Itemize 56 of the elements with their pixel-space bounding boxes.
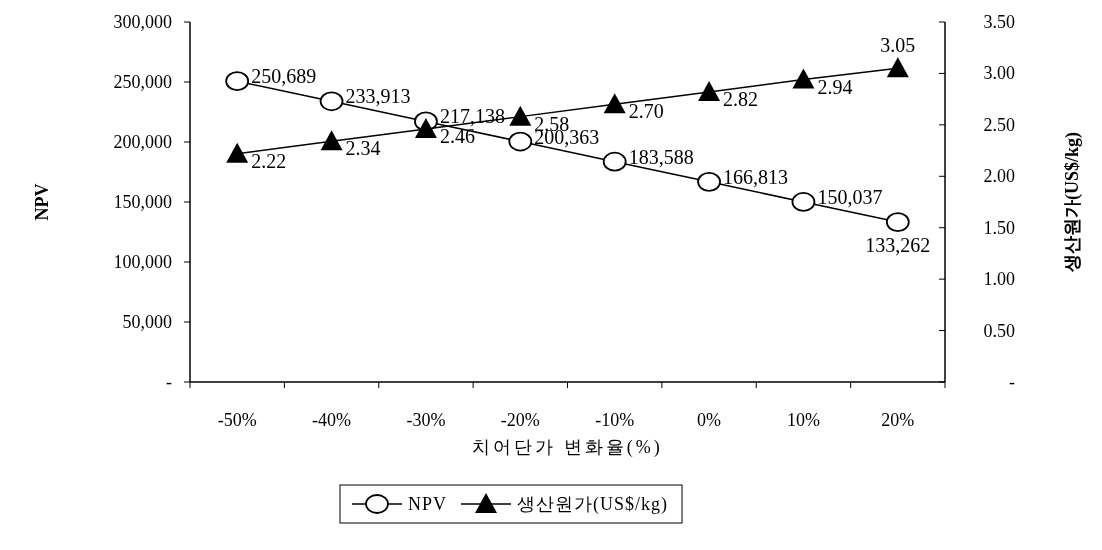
point: [509, 105, 532, 126]
y2-tick-label: 1.50: [983, 217, 1015, 238]
legend-label: 생산원가(US$/kg): [517, 494, 669, 515]
y2-tick-label: 0.50: [983, 320, 1015, 341]
x-tick-label: -30%: [406, 410, 446, 430]
data-label: 217,138: [439, 105, 505, 128]
y2-tick-label: 2.00: [983, 166, 1015, 187]
data-label: 183,588: [628, 145, 694, 168]
x-tick-label: -50%: [217, 410, 257, 430]
point: [697, 171, 721, 192]
x-tick-label: 20%: [881, 410, 915, 430]
point: [320, 130, 343, 151]
y-tick-label: 100,000: [113, 252, 172, 272]
y2-tick-label: -: [1009, 372, 1015, 392]
point: [792, 68, 815, 89]
y-tick-label: 250,000: [113, 72, 172, 92]
data-label: 2.94: [817, 75, 853, 98]
x-tick-label: 0%: [697, 410, 722, 430]
point: [602, 151, 627, 172]
y2-tick-label: 2.50: [983, 114, 1015, 135]
point: [225, 71, 250, 92]
point: [508, 131, 533, 152]
point: [886, 57, 909, 78]
y2-tick-label: 3.50: [983, 12, 1015, 32]
y-tick-label: -: [166, 372, 172, 392]
y-tick-label: 50,000: [122, 312, 172, 332]
point: [791, 192, 816, 212]
y2-tick-label: 1.00: [983, 269, 1015, 290]
y2-axis-title: 생산원가(US$/kg): [1062, 131, 1083, 274]
point: [603, 93, 626, 114]
point: [319, 91, 344, 112]
y-tick-label: 150,000: [113, 192, 172, 212]
data-label: 2.34: [345, 137, 381, 160]
point: [698, 80, 721, 101]
data-label: 3.05: [880, 34, 916, 57]
data-label: 233,913: [345, 85, 411, 108]
x-tick-label: -40%: [312, 410, 352, 430]
y-tick-label: 200,000: [113, 132, 172, 152]
data-label: 2.22: [251, 149, 287, 172]
data-label: 2.82: [723, 87, 759, 110]
y-axis-title: NPV: [32, 183, 52, 221]
point: [226, 142, 249, 163]
data-label: 133,262: [865, 234, 931, 257]
x-tick-label: -10%: [595, 410, 635, 430]
point: [414, 117, 437, 138]
point: [885, 212, 910, 232]
legend-label: NPV: [408, 494, 448, 514]
data-label: 166,813: [723, 165, 789, 188]
x-axis-title: 치어단가 변화율(%): [472, 437, 663, 458]
x-tick-label: 10%: [786, 410, 820, 430]
y-tick-label: 300,000: [113, 12, 172, 32]
data-label: 2.70: [628, 100, 664, 123]
data-label: 250,689: [251, 65, 317, 88]
y2-tick-label: 3.00: [983, 63, 1015, 84]
data-label: 150,037: [817, 185, 883, 208]
x-tick-label: -20%: [500, 410, 540, 430]
